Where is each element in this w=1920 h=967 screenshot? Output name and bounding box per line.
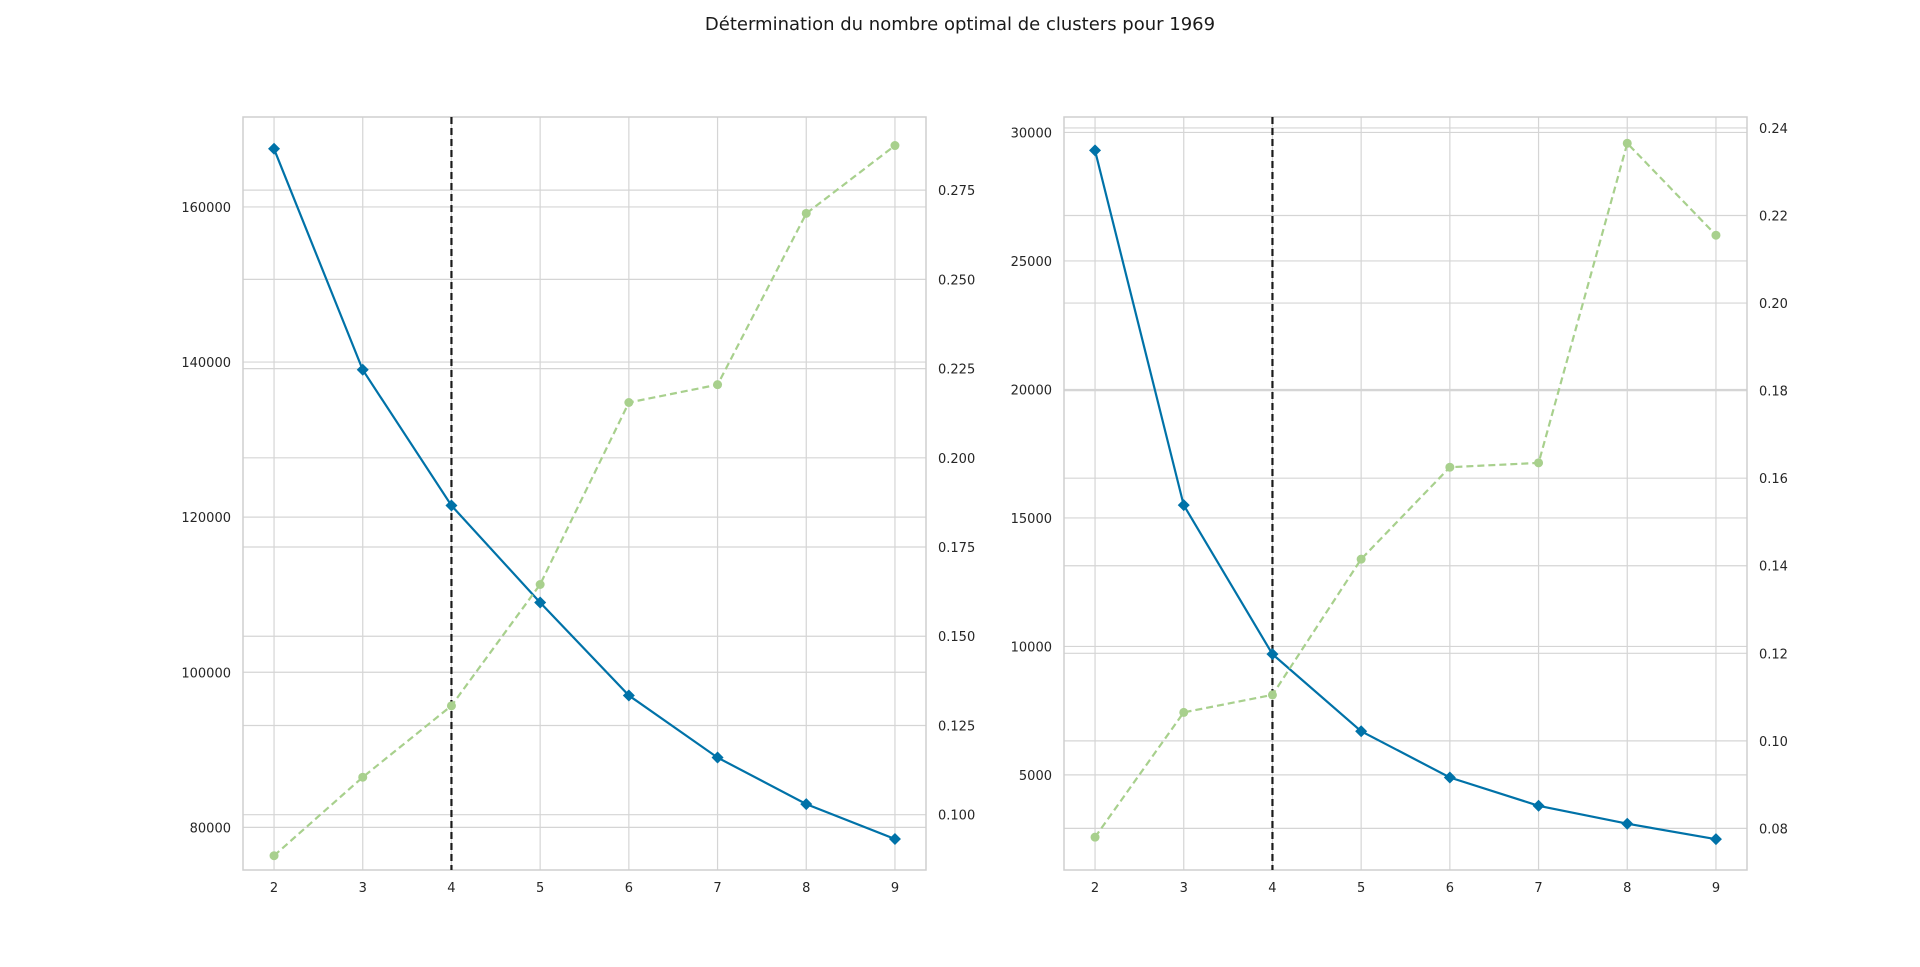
distortion-point: [888, 832, 901, 845]
distortion-point: [1177, 499, 1190, 512]
x-tick-label: 5: [1357, 881, 1365, 896]
distortion-point: [1443, 771, 1456, 784]
y-left-tick-label: 10000: [1011, 640, 1052, 655]
distortion-point: [1532, 799, 1545, 812]
y-right-tick-label: 0.175: [938, 541, 975, 556]
x-tick-label: 8: [1623, 881, 1631, 896]
y-left-tick-label: 30000: [1011, 126, 1052, 141]
x-tick-label: 8: [802, 881, 810, 896]
distortion-point: [711, 751, 724, 764]
x-tick-label: 2: [1091, 881, 1099, 896]
y-right-tick-label: 0.14: [1759, 560, 1788, 575]
subplot-2: 2 3 4 5 6 7 8 9 5000 10000 15000 20000 25000 30000 0.0…: [1011, 116, 1788, 896]
fit-time-line: [1094, 141, 1717, 838]
fit-time-point: [1622, 138, 1632, 148]
x-tick-label: 2: [270, 881, 278, 896]
distortion-point: [800, 798, 813, 811]
subplot-1: 2 3 4 5 6 7 8 9 80000 100000 120000 140000 160000 0.1…: [181, 116, 975, 896]
x-tick-label: 6: [625, 881, 633, 896]
distortion-point: [622, 689, 635, 702]
x-tick-label: 9: [891, 881, 899, 896]
y-left-tick-label: 15000: [1011, 512, 1052, 527]
x-tick-label: 3: [1180, 881, 1188, 896]
y-right-tick-label: 0.200: [938, 452, 975, 467]
y-left-tick-label: 160000: [181, 201, 231, 216]
x-tick-label: 3: [359, 881, 367, 896]
distortion-point: [1621, 817, 1634, 830]
fit-time-point: [269, 851, 279, 861]
distortion-point: [1709, 833, 1722, 846]
fit-time-point: [624, 397, 634, 407]
y-right-tick-label: 0.08: [1759, 822, 1788, 837]
distortion-line: [1093, 150, 1717, 841]
y-left-tick-label: 140000: [181, 356, 231, 371]
fit-time-point: [535, 580, 545, 590]
y-left-tick-label: 120000: [181, 511, 231, 526]
distortion-point: [534, 596, 547, 609]
fit-time-point: [890, 141, 900, 151]
fit-time-point: [1356, 554, 1366, 564]
x-tick-label: 4: [1268, 881, 1276, 896]
x-tick-label: 5: [536, 881, 544, 896]
y-left-tick-label: 5000: [1019, 769, 1052, 784]
y-left-tick-label: 25000: [1011, 255, 1052, 270]
distortion-point: [1355, 725, 1368, 738]
y-right-tick-label: 0.16: [1759, 472, 1788, 487]
y-right-tick-label: 0.150: [938, 630, 975, 645]
y-right-tick-label: 0.10: [1759, 735, 1788, 750]
y-left-tick-label: 20000: [1011, 383, 1052, 398]
y-right-tick-label: 0.250: [938, 273, 975, 288]
y-left-tick-label: 100000: [181, 666, 231, 681]
y-right-tick-label: 0.100: [938, 809, 975, 824]
distortion-point: [268, 142, 281, 155]
y-left-tick-label: 80000: [190, 821, 231, 836]
y-right-tick-label: 0.18: [1759, 385, 1788, 400]
distortion-point: [445, 499, 458, 512]
fit-time-point: [1534, 458, 1544, 468]
y-right-tick-label: 0.12: [1759, 647, 1788, 662]
x-tick-label: 4: [447, 881, 455, 896]
figure-title: Détermination du nombre optimal de clust…: [704, 14, 1216, 35]
axes-frame: [1063, 116, 1748, 871]
x-tick-label: 7: [1534, 881, 1542, 896]
distortion-point: [1089, 144, 1102, 157]
fit-time-point: [1179, 707, 1189, 717]
x-tick-label: 7: [713, 881, 721, 896]
x-tick-label: 9: [1712, 881, 1720, 896]
fit-time-point: [446, 701, 456, 711]
y-right-tick-label: 0.275: [938, 184, 975, 199]
distortion-line: [272, 148, 896, 841]
fit-time-point: [1711, 230, 1721, 240]
fit-time-point: [1267, 690, 1277, 700]
fit-time-line: [273, 144, 896, 857]
fit-time-point: [1445, 462, 1455, 472]
y-right-tick-label: 0.22: [1759, 210, 1788, 225]
y-right-tick-label: 0.20: [1759, 297, 1788, 312]
fit-time-point: [801, 208, 811, 218]
y-right-tick-label: 0.225: [938, 363, 975, 378]
y-right-tick-label: 0.24: [1759, 122, 1788, 137]
distortion-point: [356, 363, 369, 376]
fit-time-point: [713, 380, 723, 390]
fit-time-point: [1090, 832, 1100, 842]
fit-time-point: [358, 772, 368, 782]
x-tick-label: 6: [1446, 881, 1454, 896]
y-right-tick-label: 0.125: [938, 719, 975, 734]
distortion-point: [1266, 648, 1279, 661]
axes-frame: [242, 116, 927, 871]
